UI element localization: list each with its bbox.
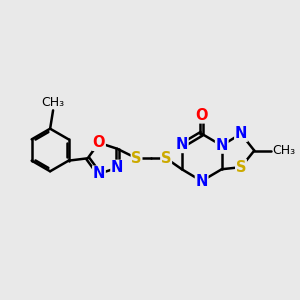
Text: S: S bbox=[131, 151, 142, 166]
Text: S: S bbox=[236, 160, 246, 175]
Text: N: N bbox=[93, 166, 105, 181]
Text: N: N bbox=[176, 137, 188, 152]
Text: N: N bbox=[216, 138, 228, 153]
Text: O: O bbox=[195, 108, 208, 123]
Text: N: N bbox=[111, 160, 123, 175]
Text: N: N bbox=[195, 174, 208, 189]
Text: S: S bbox=[161, 151, 171, 166]
Text: CH₃: CH₃ bbox=[41, 96, 64, 109]
Text: CH₃: CH₃ bbox=[272, 144, 295, 157]
Text: O: O bbox=[93, 135, 105, 150]
Text: N: N bbox=[235, 126, 247, 141]
